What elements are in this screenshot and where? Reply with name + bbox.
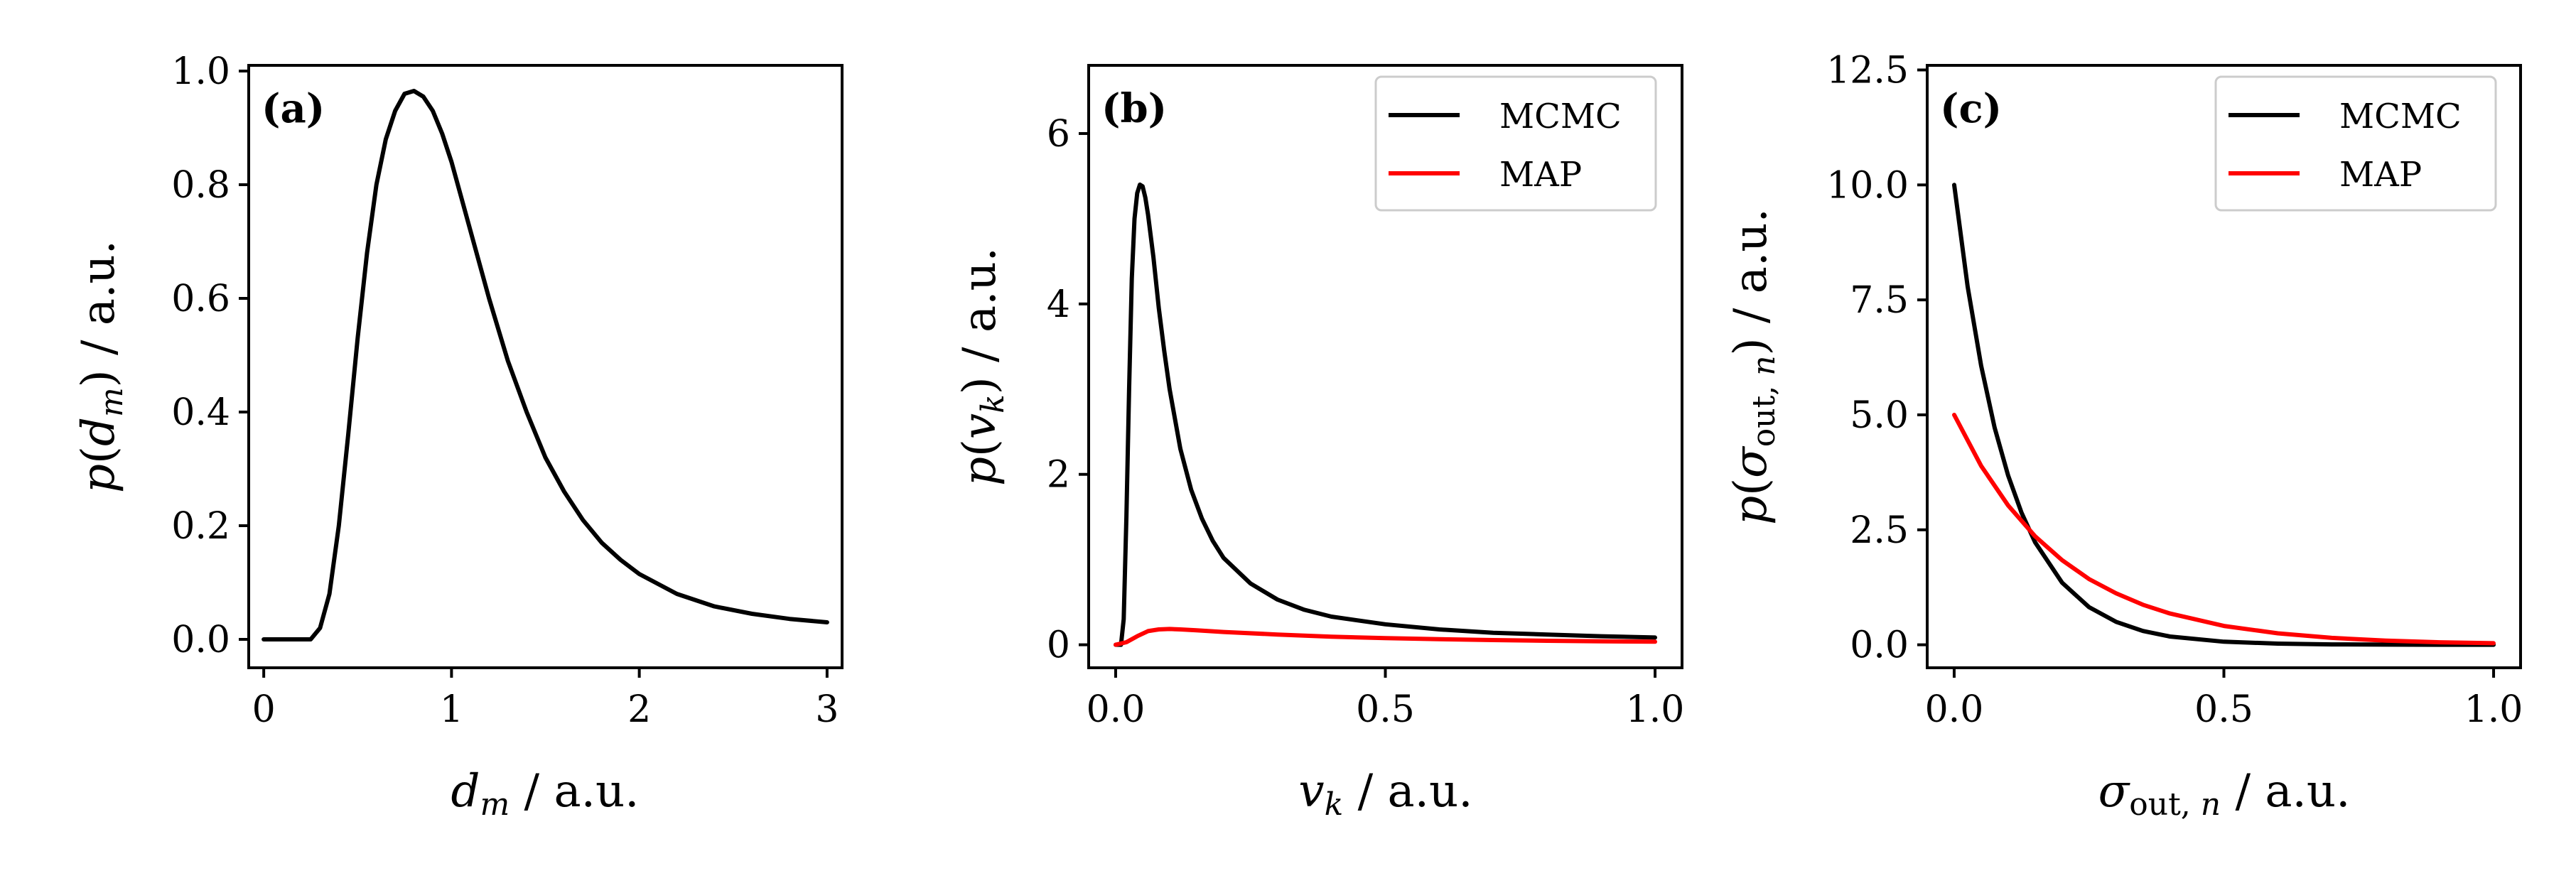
panel-c-y-tick-label: 12.5 [1826,49,1909,92]
panel-c-legend: MCMC MAP [2214,75,2497,212]
panel-a-y-tick-label: 0.8 [171,164,230,207]
panel-c-legend-label-mcmc: MCMC [2339,97,2462,136]
panel-b-legend: MCMC MAP [1374,75,1657,212]
panel-c-tag: (c) [1940,85,2002,132]
panel-a-x-tick-label: 1 [440,688,463,731]
panel-b-x-axis-label: vk / a.u. [1298,765,1472,823]
panel-b-x-tick-label: 0.0 [1087,688,1146,731]
panel-a-y-tick-label: 0.0 [171,619,230,661]
panel-a-x-ticks: 0 1 2 3 [252,668,839,731]
panel-a: 0 1 2 3 0.0 0.2 0.4 0.6 0.8 1.0 (a) dm / a.u. p(… [72,50,844,823]
panel-a-y-axis-label: p(dm) / a.u. [72,240,130,493]
panel-a-y-tick-label: 0.6 [171,278,230,320]
panel-c-x-tick-label: 0.5 [2194,688,2253,731]
panel-b-tag: (b) [1101,85,1167,132]
panel-c-legend-label-map: MAP [2339,155,2422,195]
panel-b-x-ticks: 0.0 0.5 1.0 [1087,668,1685,731]
panel-b-y-ticks: 0 2 4 6 [1047,113,1089,667]
panel-a-y-tick-label: 0.2 [171,505,230,548]
panel-b-y-tick-label: 6 [1047,113,1070,156]
panel-c: 0.0 0.5 1.0 0.0 2.5 5.0 7.5 10.0 12.5 (c) MCMC … [1725,49,2523,823]
panel-b-y-tick-label: 2 [1047,454,1070,497]
panel-a-axes-frame [247,64,844,669]
panel-b-y-tick-label: 4 [1047,283,1070,326]
panel-a-tag: (a) [262,85,325,132]
panel-b-x-tick-label: 1.0 [1626,688,1685,731]
panel-b-x-tick-label: 0.5 [1356,688,1415,731]
panel-c-y-tick-label: 0.0 [1850,624,1909,667]
panel-a-y-ticks: 0.0 0.2 0.4 0.6 0.8 1.0 [171,50,249,661]
panel-c-x-tick-label: 0.0 [1925,688,1984,731]
panel-b-y-tick-label: 0 [1047,624,1070,667]
panel-c-map-curve [1952,413,2496,646]
panel-a-curves [262,89,829,641]
panel-c-y-tick-label: 10.0 [1826,164,1909,207]
panel-c-y-tick-label: 5.0 [1850,394,1909,437]
panel-c-x-axis-label: σout, n / a.u. [2098,765,2351,823]
panel-a-x-tick-label: 2 [627,688,651,731]
panel-b-legend-box [1374,75,1657,212]
panel-c-y-ticks: 0.0 2.5 5.0 7.5 10.0 12.5 [1826,49,1927,667]
panel-c-y-tick-label: 7.5 [1850,279,1909,322]
panel-b-legend-label-map: MAP [1499,155,1582,195]
panel-a-x-axis-label: dm / a.u. [451,765,639,823]
panel-b: 0.0 0.5 1.0 0 2 4 6 (b) MCMC MAP vk / a.u. p(… [954,64,1685,823]
panel-b-curves [1114,182,1657,647]
panel-c-y-tick-label: 2.5 [1850,509,1909,552]
panel-c-x-ticks: 0.0 0.5 1.0 [1925,668,2523,731]
panel-a-x-tick-label: 3 [815,688,839,731]
panel-b-legend-label-mcmc: MCMC [1499,97,1622,136]
panel-a-series-1-curve [262,89,829,641]
panel-c-curves [1952,183,2496,647]
panel-c-mcmc-curve [1952,183,2496,647]
panel-a-y-tick-label: 1.0 [171,50,230,93]
panel-a-y-tick-label: 0.4 [171,391,230,434]
panel-c-x-tick-label: 1.0 [2464,688,2523,731]
panel-c-legend-box [2214,75,2497,212]
panel-b-y-axis-label: p(vk) / a.u. [954,247,1011,486]
panel-b-map-curve [1114,627,1657,647]
panel-c-y-axis-label: p(σout, n) / a.u. [1725,208,1782,525]
panel-a-x-tick-label: 0 [252,688,276,731]
panel-b-mcmc-curve [1114,182,1657,647]
